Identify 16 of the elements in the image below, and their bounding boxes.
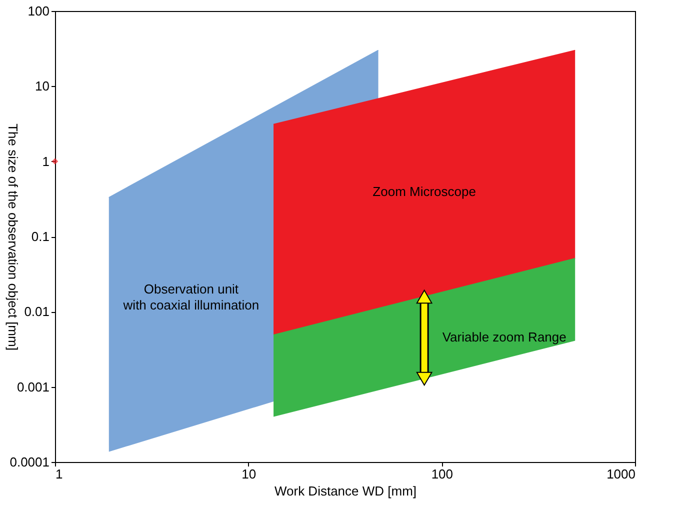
annotation: Zoom Microscope: [372, 184, 476, 200]
y-tick-label: 100: [28, 4, 50, 18]
x-tick-label: 1: [56, 466, 63, 482]
x-axis-title: Work Distance WD [mm]: [274, 484, 417, 498]
x-tick-label: 1000: [606, 466, 636, 482]
y-tick-label: 0.0001: [10, 454, 50, 470]
x-tick-label: 100: [431, 466, 454, 482]
y-tick-label: 0.1: [31, 229, 50, 244]
y-tick-label: 0.01: [24, 304, 50, 320]
x-tick-label: 10: [242, 466, 256, 482]
y-tick-label: 10: [35, 78, 50, 94]
y-tick-label: 0.001: [16, 379, 50, 394]
y-axis-title: The size of the observation object [mm]: [6, 124, 21, 350]
y-tick-label: 1: [42, 154, 50, 169]
annotation: Variable zoom Range: [442, 330, 566, 345]
annotation: Observation unit with coaxial illumination: [122, 282, 260, 313]
